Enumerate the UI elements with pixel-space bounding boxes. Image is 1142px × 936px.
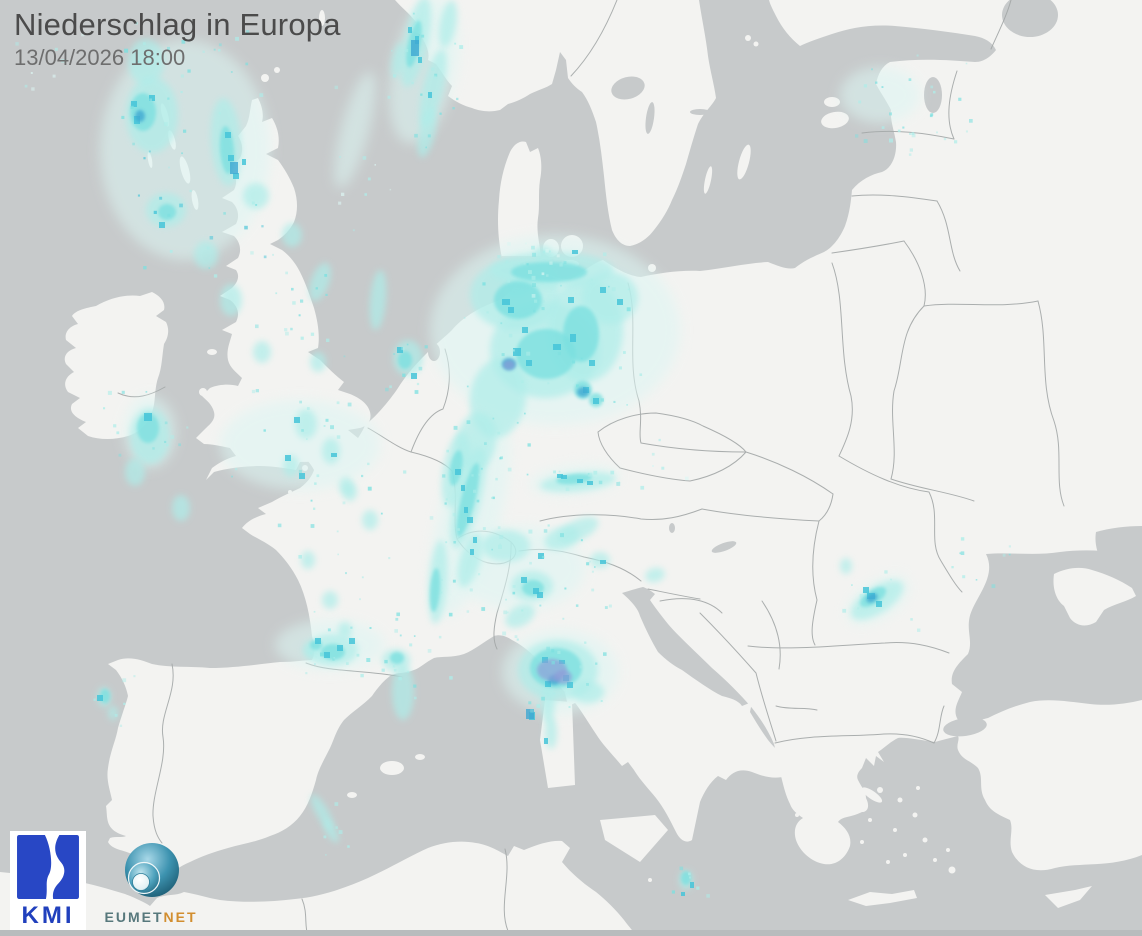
eumetnet-wordmark: EUMETNET	[96, 909, 206, 925]
eumetnet-spheres-icon	[125, 843, 179, 897]
kmi-label: KMI	[21, 902, 75, 929]
sea-of-azov	[1095, 526, 1142, 573]
landmass-denmark	[498, 141, 542, 258]
crimea-peninsula	[1053, 567, 1136, 626]
eumetnet-label-left: EUMET	[104, 909, 164, 925]
kmi-logo: KMI	[10, 831, 86, 930]
landmass-north-africa	[0, 840, 636, 936]
sea-of-marmara	[943, 717, 987, 737]
kmi-emblem-icon	[17, 835, 79, 899]
eumetnet-logo: EUMETNET	[96, 840, 206, 925]
landmass-scandinavia	[395, 0, 716, 246]
eumetnet-label-right: NET	[163, 909, 198, 925]
map-timestamp: 13/04/2026 18:00	[14, 45, 186, 71]
page-title: Niederschlag in Europa	[14, 7, 341, 42]
bottom-strip	[0, 930, 1142, 936]
precipitation-layer	[15, 0, 1011, 898]
title-block: Niederschlag in Europa 13/04/2026 18:00	[14, 7, 341, 71]
